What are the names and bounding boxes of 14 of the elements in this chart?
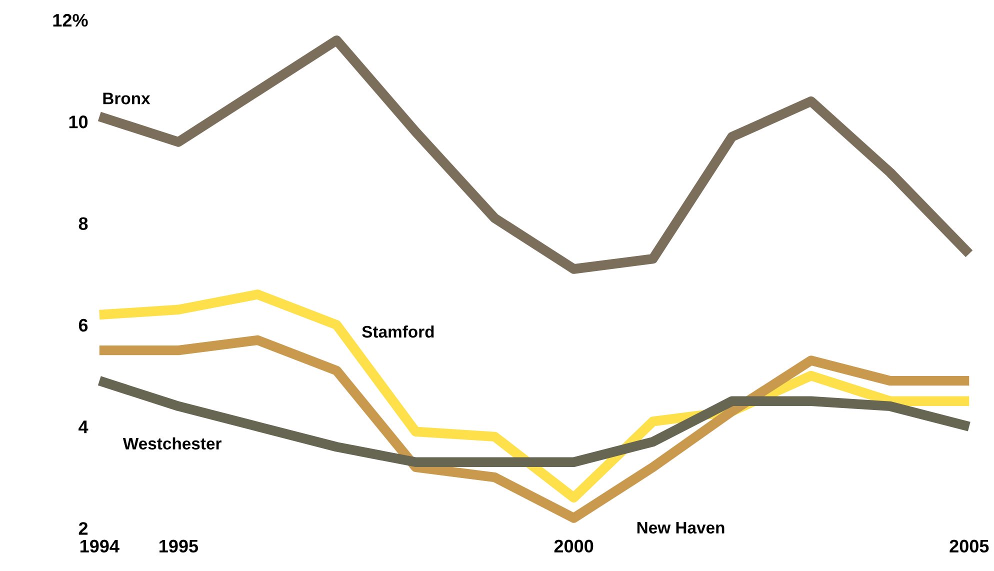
x-tick-label: 1994 (80, 540, 120, 553)
series-label: Westchester (122, 437, 222, 450)
y-tick-label: 6 (78, 318, 88, 332)
y-tick-label: 2 (78, 522, 88, 535)
y-tick-label: 4 (78, 420, 88, 434)
series-label: Stamford (362, 325, 434, 338)
x-tick-label: 2005 (950, 540, 989, 553)
y-tick-label: 12% (53, 14, 88, 27)
series-label: Bronx (103, 92, 150, 104)
text: New Haven (637, 522, 724, 534)
x-tick-label: 2000 (554, 540, 594, 553)
y-tick-label: 10 (69, 116, 88, 128)
x-tick-label: 1995 (160, 540, 198, 553)
y-tick-label: 8 (78, 217, 88, 230)
